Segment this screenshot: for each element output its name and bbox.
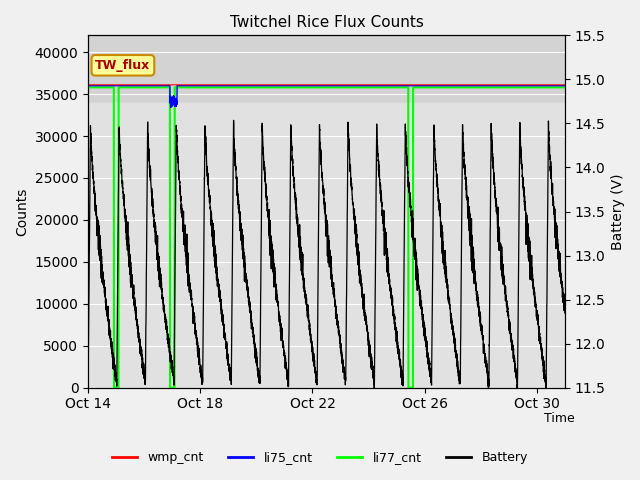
Legend: wmp_cnt, li75_cnt, li77_cnt, Battery: wmp_cnt, li75_cnt, li77_cnt, Battery: [107, 446, 533, 469]
Bar: [88, 36, 565, 102]
Bar: [88, 102, 565, 388]
Y-axis label: Counts: Counts: [15, 187, 29, 236]
Title: Twitchel Rice Flux Counts: Twitchel Rice Flux Counts: [230, 15, 424, 30]
X-axis label: Time: Time: [543, 412, 574, 425]
Text: TW_flux: TW_flux: [95, 59, 150, 72]
Y-axis label: Battery (V): Battery (V): [611, 173, 625, 250]
